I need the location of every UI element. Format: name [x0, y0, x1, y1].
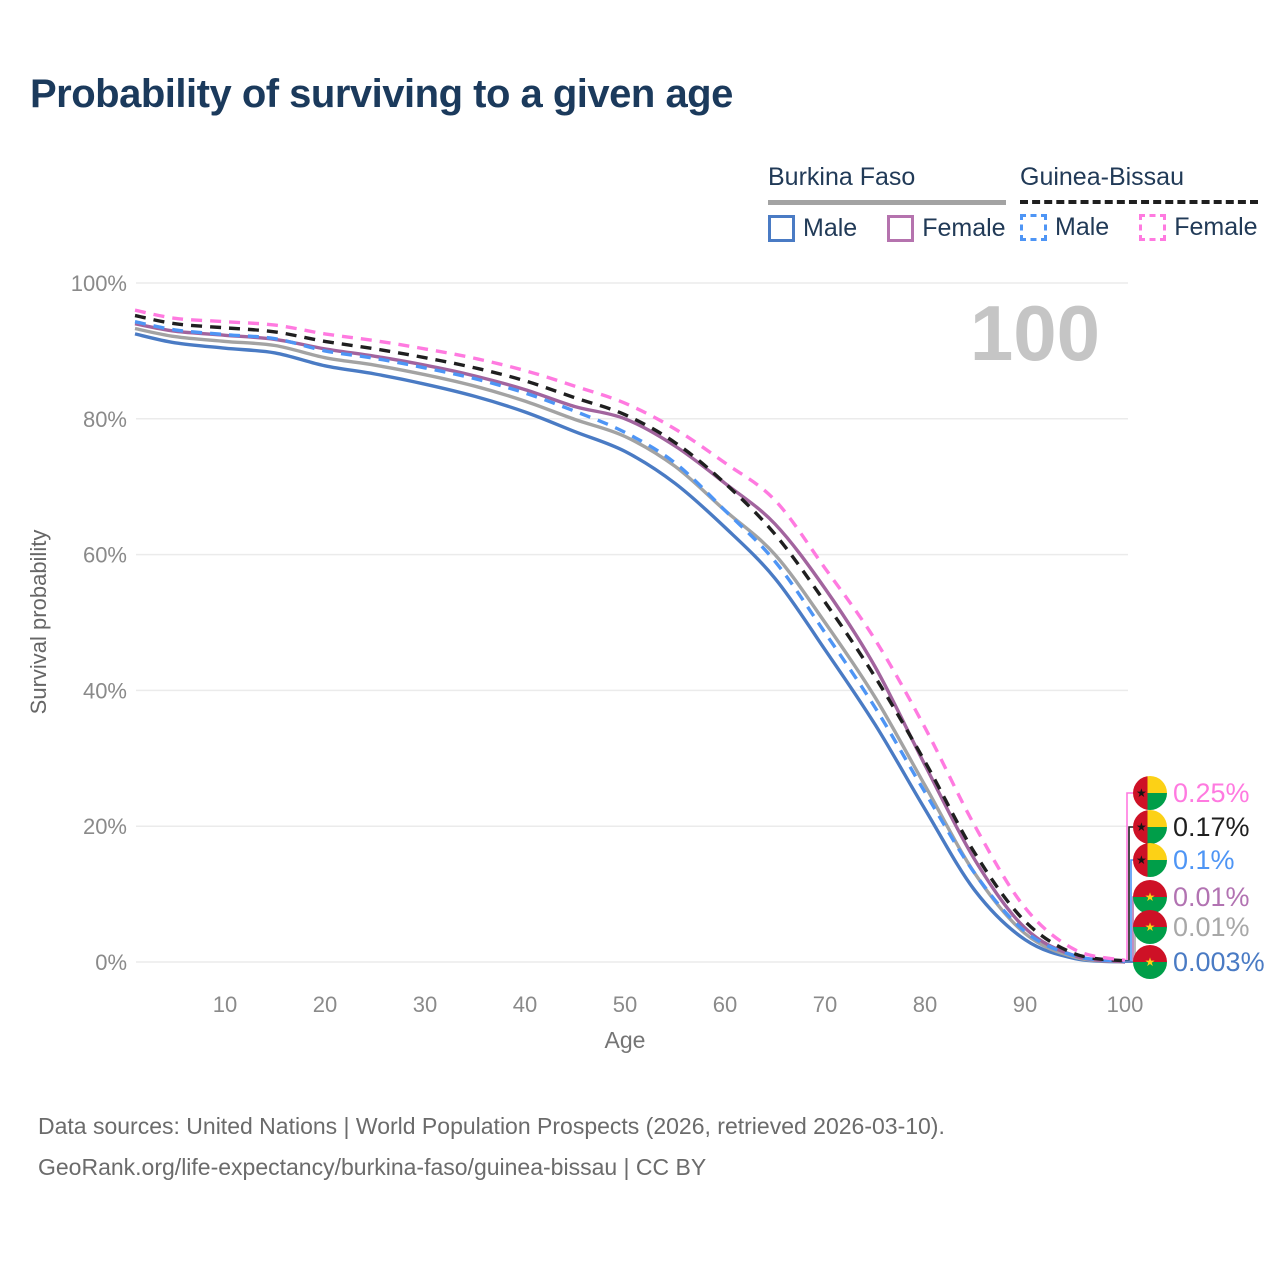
legend-label-bf-male[interactable]: Male: [803, 214, 858, 242]
series-line-guinea-bissau-female: [134, 308, 1126, 962]
y-axis-title: Survival probability: [26, 530, 51, 715]
star-icon: ★: [1144, 955, 1156, 969]
guinea-bissau-flag-icon: ★: [1133, 810, 1167, 844]
star-icon: ★: [1144, 920, 1156, 934]
x-tick-label-100: 100: [1107, 992, 1144, 1017]
burkina-faso-flag-icon: ★: [1133, 880, 1167, 914]
end-label-row-5: ★ 0.003%: [1133, 945, 1265, 979]
end-label-row-3: ★ 0.01%: [1133, 880, 1250, 914]
x-axis-title: Age: [605, 1027, 646, 1053]
legend-label-gb-male[interactable]: Male: [1055, 213, 1110, 241]
burkina-faso-flag-icon: ★: [1133, 910, 1167, 944]
x-tick-label-40: 40: [513, 992, 537, 1017]
y-tick-label-100: 100%: [71, 271, 127, 296]
burkina-faso-flag-icon: ★: [1133, 945, 1167, 979]
end-label-row-2: ★ 0.1%: [1133, 843, 1235, 877]
age-watermark: 100: [969, 289, 1100, 377]
x-tick-label-70: 70: [813, 992, 837, 1017]
legend-underline-1: [1020, 200, 1258, 204]
legend-swatch-1-0[interactable]: [1020, 214, 1047, 241]
end-label-row-1: ★ 0.17%: [1133, 810, 1250, 844]
star-icon: ★: [1136, 786, 1147, 800]
data-sources-line: Data sources: United Nations | World Pop…: [38, 1113, 945, 1139]
legend-group-guinea-bissau: Guinea-Bissau Male Female: [1020, 163, 1258, 242]
legend-swatch-0-1[interactable]: [887, 215, 915, 242]
legend-swatch-1-1[interactable]: [1139, 214, 1167, 241]
y-tick-label-60: 60%: [83, 543, 127, 568]
series-line-burkina-faso-female: [134, 322, 1126, 964]
end-label-row-0: ★ 0.25%: [1133, 776, 1250, 810]
y-tick-label-80: 80%: [83, 407, 127, 432]
attribution-line: GeoRank.org/life-expectancy/burkina-faso…: [38, 1154, 707, 1180]
x-tick-label-90: 90: [1013, 992, 1037, 1017]
guinea-bissau-flag-icon: ★: [1133, 843, 1167, 877]
end-label-text-2: 0.1%: [1173, 844, 1235, 875]
x-tick-label-60: 60: [713, 992, 737, 1017]
series-line-guinea-bissau-total: [134, 313, 1126, 963]
end-label-row-4: ★ 0.01%: [1133, 910, 1250, 944]
x-tick-label-50: 50: [613, 992, 637, 1017]
x-tick-label-30: 30: [413, 992, 437, 1017]
legend-country-burkina-faso[interactable]: Burkina Faso: [768, 163, 916, 191]
legend-country-guinea-bissau[interactable]: Guinea-Bissau: [1020, 163, 1184, 191]
page-title: Probability of surviving to a given age: [30, 72, 733, 116]
y-tick-label-20: 20%: [83, 814, 127, 839]
legend-group-burkina-faso: Burkina Faso Male Female: [768, 163, 1006, 243]
footer: Data sources: United Nations | World Pop…: [38, 1106, 945, 1188]
legend-swatch-0-0[interactable]: [768, 215, 795, 242]
legend-underline-0: [768, 200, 1006, 205]
end-label-text-3: 0.01%: [1173, 881, 1250, 912]
x-tick-label-10: 10: [213, 992, 237, 1017]
end-label-text-1: 0.17%: [1173, 811, 1250, 842]
y-tick-label-40: 40%: [83, 678, 127, 703]
series-line-burkina-faso-male: [134, 332, 1126, 964]
x-tick-label-20: 20: [313, 992, 337, 1017]
end-label-text-5: 0.003%: [1173, 946, 1265, 977]
legend-label-gb-female[interactable]: Female: [1174, 213, 1258, 241]
legend-label-bf-female[interactable]: Female: [922, 214, 1006, 242]
x-tick-label-80: 80: [913, 992, 937, 1017]
series-line-burkina-faso-total: [134, 326, 1126, 964]
star-icon: ★: [1136, 853, 1147, 867]
y-tick-label-0: 0%: [95, 950, 127, 975]
series-line-guinea-bissau-male: [134, 320, 1126, 963]
guinea-bissau-flag-icon: ★: [1133, 776, 1167, 810]
star-icon: ★: [1144, 890, 1156, 904]
end-label-text-0: 0.25%: [1173, 777, 1250, 808]
end-label-text-4: 0.01%: [1173, 911, 1250, 942]
star-icon: ★: [1136, 820, 1147, 834]
